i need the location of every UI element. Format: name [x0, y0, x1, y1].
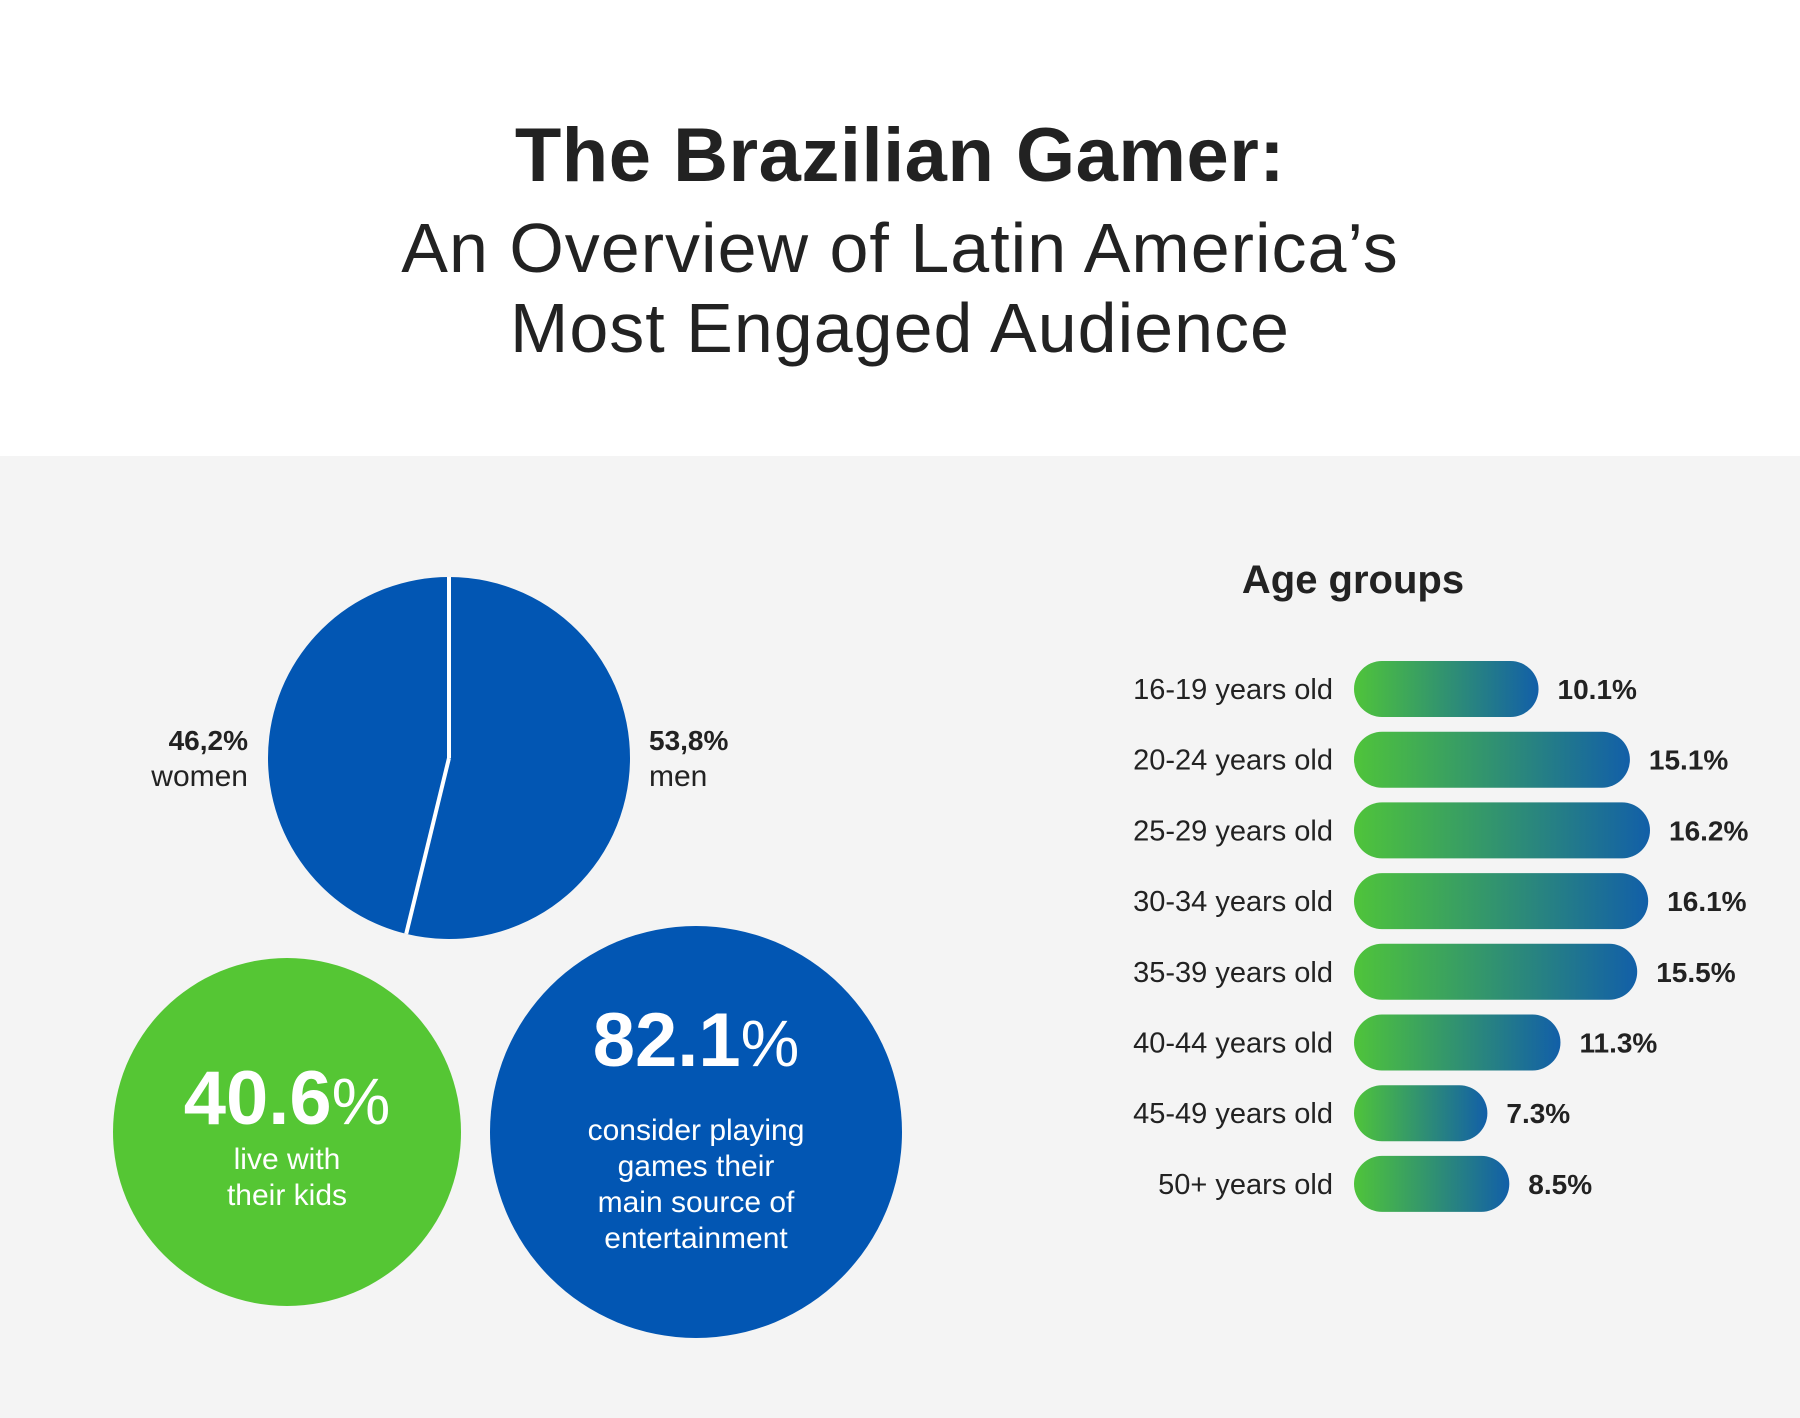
stat-value: 82.1%	[593, 998, 800, 1083]
bar-category-label: 50+ years old	[1158, 1169, 1333, 1201]
bar-row: 40-44 years old 11.3%	[1133, 1014, 1657, 1071]
stat-description-line: their kids	[227, 1179, 347, 1212]
bar-category-label: 20-24 years old	[1133, 745, 1333, 777]
content-panel: 46,2% women 53,8% men 40.6% live with their ki…	[0, 456, 1800, 1418]
bar-row: 16-19 years old 10.1%	[1133, 661, 1637, 717]
stat-value: 40.6%	[184, 1056, 391, 1141]
age-groups-bar-chart: Age groups 16-19 years old 10.1% 20-24 year…	[1133, 558, 1748, 1212]
bar-value-label: 15.1%	[1649, 745, 1728, 776]
pie-slice-women	[267, 577, 449, 934]
bar-category-label: 30-34 years old	[1133, 886, 1333, 918]
bar	[1354, 1014, 1561, 1071]
bar	[1354, 661, 1539, 717]
bar-value-label: 11.3%	[1579, 1028, 1657, 1059]
bar-category-label: 40-44 years old	[1133, 1028, 1333, 1060]
pie-value-label-men: 53,8%	[649, 725, 728, 756]
stat-unit: %	[741, 1006, 800, 1080]
page-subtitle-line-2: Most Engaged Audience	[510, 289, 1290, 367]
bar-row: 45-49 years old 7.3%	[1133, 1085, 1570, 1142]
pie-slice-men	[406, 577, 630, 939]
bar-category-label: 45-49 years old	[1133, 1098, 1333, 1130]
bar	[1354, 873, 1649, 930]
bar-row: 30-34 years old 16.1%	[1133, 873, 1747, 930]
gender-pie-chart: 46,2% women 53,8% men	[150, 577, 728, 939]
bar-value-label: 16.2%	[1669, 815, 1748, 846]
pie-value-label-women: 46,2%	[169, 725, 248, 756]
bar-value-label: 8.5%	[1528, 1169, 1592, 1200]
stat-description-line: live with	[234, 1143, 341, 1176]
stat-description-line: games their	[618, 1150, 775, 1183]
bar-value-label: 10.1%	[1558, 674, 1637, 705]
chart-title: Age groups	[1242, 558, 1464, 602]
bar-row: 50+ years old 8.5%	[1158, 1155, 1592, 1212]
bar	[1354, 802, 1650, 859]
bar	[1354, 943, 1638, 1000]
pie-category-label-women: women	[150, 760, 248, 793]
stat-description-line: entertainment	[604, 1222, 788, 1255]
stat-description-line: consider playing	[588, 1114, 805, 1147]
bar-category-label: 25-29 years old	[1133, 815, 1333, 847]
pie-category-label-men: men	[649, 760, 707, 793]
bar-row: 25-29 years old 16.2%	[1133, 802, 1748, 859]
stat-circle-bg	[490, 926, 902, 1338]
bar-value-label: 16.1%	[1667, 886, 1746, 917]
stat-number: 40.6	[184, 1056, 332, 1141]
page-subtitle-line-1: An Overview of Latin America’s	[401, 209, 1399, 287]
bar-category-label: 16-19 years old	[1133, 674, 1333, 706]
bar	[1354, 1155, 1510, 1212]
bar-value-label: 7.3%	[1506, 1098, 1570, 1129]
pie-separator	[404, 757, 451, 935]
bar-value-label: 15.5%	[1656, 957, 1735, 988]
bar-category-label: 35-39 years old	[1133, 957, 1333, 989]
bar-row: 35-39 years old 15.5%	[1133, 943, 1736, 1000]
stat-circle-bg	[113, 958, 461, 1306]
bar	[1354, 731, 1630, 788]
bar	[1354, 1085, 1488, 1142]
bar-row: 20-24 years old 15.1%	[1133, 731, 1728, 788]
page-title: The Brazilian Gamer:	[514, 113, 1286, 198]
stat-description-line: main source of	[598, 1186, 795, 1219]
stat-number: 82.1	[593, 998, 741, 1083]
header: The Brazilian Gamer: An Overview of Lati…	[0, 0, 1800, 456]
stat-unit: %	[332, 1064, 391, 1138]
